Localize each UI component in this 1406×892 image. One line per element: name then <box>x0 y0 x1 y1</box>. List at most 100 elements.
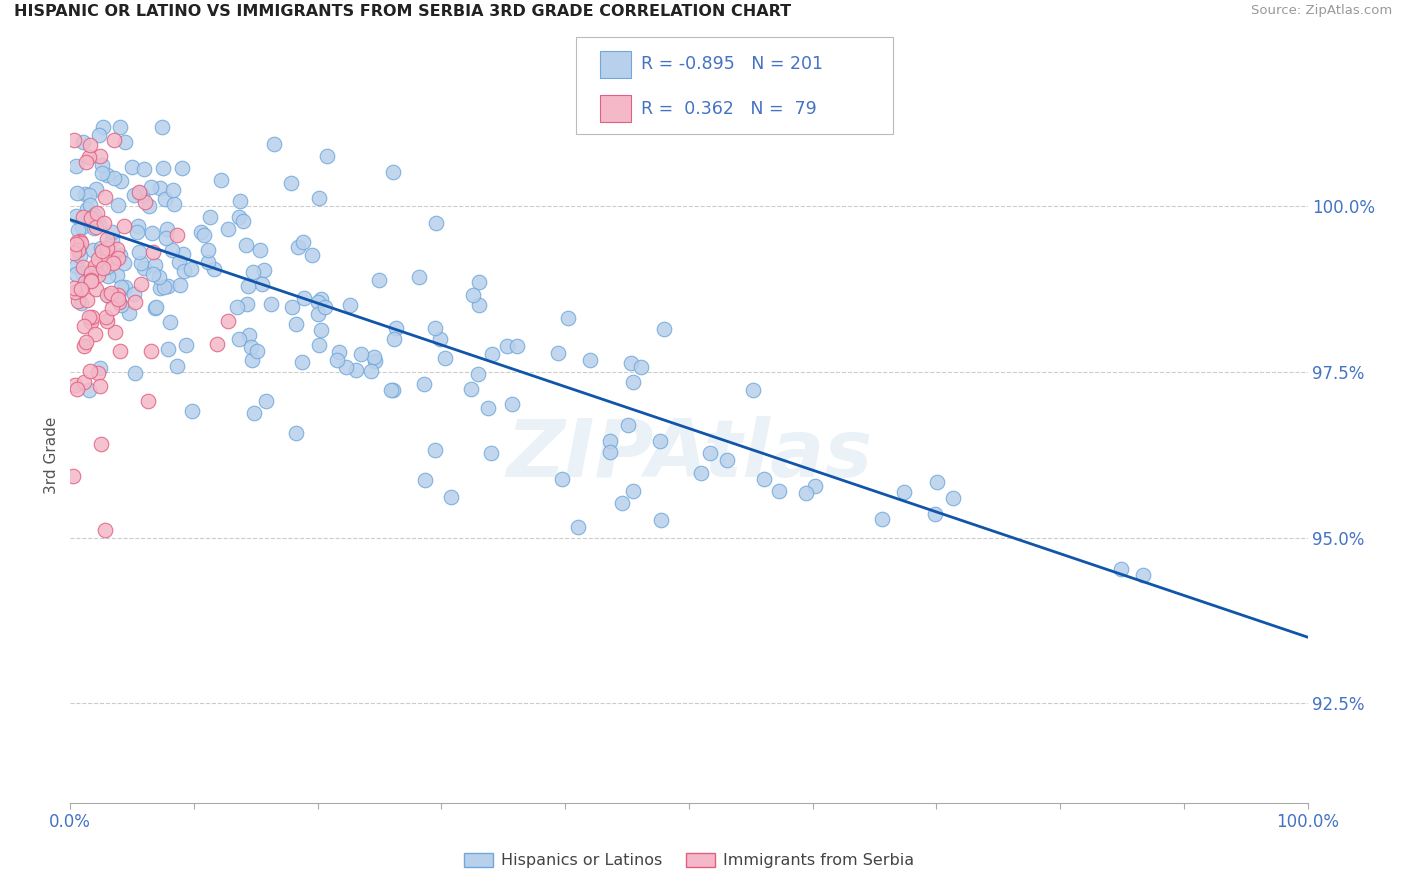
Point <box>363 351 385 365</box>
Point <box>309 292 332 306</box>
Point <box>381 165 404 179</box>
Point <box>73 275 96 289</box>
Point <box>80 211 103 226</box>
Point <box>200 210 222 224</box>
Point <box>75 155 97 169</box>
Point <box>284 317 307 331</box>
Point <box>76 264 98 278</box>
Point <box>217 314 239 328</box>
Point <box>101 256 124 270</box>
Point <box>63 245 86 260</box>
Point <box>205 337 228 351</box>
Point <box>105 268 128 282</box>
Point <box>107 292 129 306</box>
Point <box>107 251 129 265</box>
Point <box>67 222 90 236</box>
Point <box>344 362 367 376</box>
Point <box>112 256 135 270</box>
Point <box>690 466 713 480</box>
Point <box>79 383 101 397</box>
Point <box>82 244 104 258</box>
Point <box>225 300 247 314</box>
Point <box>87 268 110 283</box>
Point <box>73 375 96 389</box>
Point <box>142 244 165 259</box>
Point <box>253 262 276 277</box>
Point <box>368 272 391 286</box>
Point <box>129 277 152 291</box>
Point <box>152 280 174 294</box>
Point <box>129 256 152 270</box>
Point <box>89 379 111 393</box>
Point <box>433 351 456 365</box>
Point <box>138 199 160 213</box>
Point <box>173 263 195 277</box>
Point <box>107 197 129 211</box>
Point <box>108 120 131 134</box>
Point <box>63 133 86 147</box>
Point <box>152 120 174 134</box>
Point <box>124 287 146 301</box>
Point <box>70 266 93 280</box>
Point <box>101 301 124 315</box>
Point <box>131 187 153 202</box>
Point <box>156 342 179 356</box>
Point <box>103 171 125 186</box>
Point <box>91 120 114 134</box>
Point <box>413 377 436 392</box>
Point <box>193 228 215 243</box>
Point <box>149 281 172 295</box>
Point <box>382 383 405 397</box>
Point <box>156 221 179 235</box>
Point <box>463 288 485 302</box>
Point <box>429 332 451 346</box>
Point <box>97 268 120 283</box>
Point <box>66 382 89 396</box>
Point <box>114 135 136 149</box>
Point <box>84 283 107 297</box>
Point <box>240 340 263 354</box>
Point <box>156 278 179 293</box>
Point <box>86 366 108 380</box>
Point <box>505 339 527 353</box>
Point <box>804 479 827 493</box>
Point <box>280 176 302 190</box>
Point <box>67 243 90 257</box>
Point <box>101 255 124 269</box>
Point <box>307 294 329 309</box>
Point <box>217 221 239 235</box>
Point <box>229 194 252 209</box>
Point <box>139 344 162 359</box>
Point <box>1109 562 1132 576</box>
Point <box>89 437 111 451</box>
Point <box>249 243 271 257</box>
Point <box>128 245 150 260</box>
Point <box>169 255 191 269</box>
Point <box>155 230 177 244</box>
Point <box>567 519 589 533</box>
Text: R =  0.362   N =  79: R = 0.362 N = 79 <box>641 100 817 118</box>
Point <box>311 323 333 337</box>
Point <box>67 242 90 256</box>
Point <box>90 244 112 258</box>
Point <box>467 367 489 381</box>
Point <box>97 250 120 264</box>
Point <box>228 332 250 346</box>
Point <box>65 267 87 281</box>
Point <box>716 452 738 467</box>
Point <box>301 248 323 262</box>
Point <box>80 273 103 287</box>
Point <box>80 310 103 324</box>
Point <box>924 507 946 521</box>
Text: Source: ZipAtlas.com: Source: ZipAtlas.com <box>1251 4 1392 18</box>
Point <box>350 347 373 361</box>
Point <box>339 298 361 312</box>
Point <box>84 182 107 196</box>
Point <box>112 219 135 234</box>
Point <box>287 240 309 254</box>
Point <box>328 344 350 359</box>
Point <box>172 161 194 175</box>
Point <box>145 301 167 315</box>
Point <box>122 187 145 202</box>
Point <box>291 355 314 369</box>
